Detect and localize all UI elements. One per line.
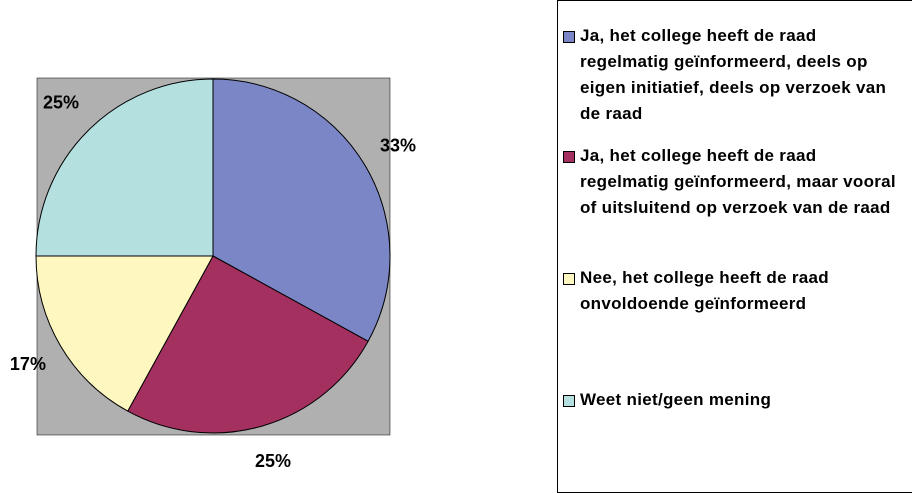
legend-label: Ja, het college heeft de raad regelmatig… [580,146,896,217]
legend: Ja, het college heeft de raad regelmatig… [557,0,912,493]
pie-slice [35,78,214,257]
pie-slice [212,78,391,342]
legend-entry: Nee, het college heeft de raad onvoldoen… [563,265,908,317]
legend-swatch [563,395,575,407]
data-label: 17% [10,354,46,374]
legend-label: Ja, het college heeft de raad regelmatig… [580,26,887,123]
pie-slice [35,255,214,412]
legend-entry: Ja, het college heeft de raad regelmatig… [563,143,908,221]
legend-label: Weet niet/geen mening [580,390,772,409]
data-label: 33% [380,135,416,155]
legend-entry: Weet niet/geen mening [563,387,908,413]
legend-entry: Ja, het college heeft de raad regelmatig… [563,23,908,127]
legend-swatch [563,151,575,163]
data-label: 25% [255,451,291,471]
legend-swatch [563,273,575,285]
pie-slice [127,255,369,434]
legend-swatch [563,31,575,43]
legend-label: Nee, het college heeft de raad onvoldoen… [580,268,829,313]
data-label: 25% [43,93,79,113]
